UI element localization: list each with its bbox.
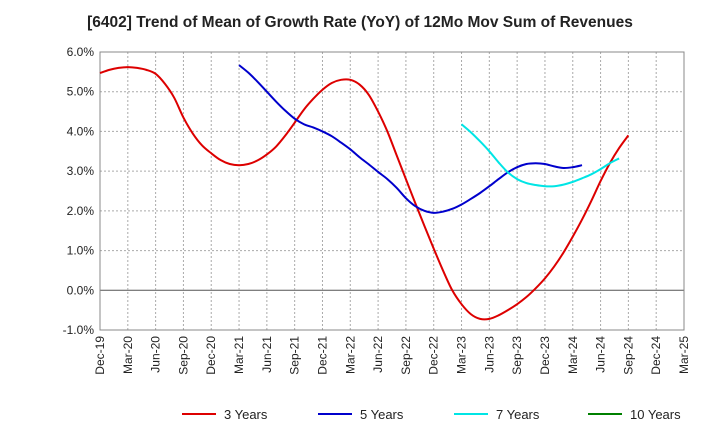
legend-label: 10 Years <box>630 407 681 422</box>
chart-container: [6402] Trend of Mean of Growth Rate (YoY… <box>0 0 720 440</box>
y-tick-label: 6.0% <box>67 45 95 59</box>
x-tick-label: Sep-20 <box>176 336 190 375</box>
series-line-7-years <box>462 124 620 186</box>
x-tick-label: Dec-21 <box>315 336 329 375</box>
series-line-3-years <box>100 67 628 319</box>
x-tick-label: Jun-20 <box>149 336 163 373</box>
x-tick-label: Mar-21 <box>232 336 246 374</box>
x-tick-label: Mar-20 <box>121 336 135 374</box>
x-tick-label: Mar-23 <box>455 336 469 374</box>
x-tick-label: Jun-23 <box>482 336 496 373</box>
legend-label: 7 Years <box>496 407 540 422</box>
x-tick-label: Mar-25 <box>677 336 691 374</box>
x-tick-label: Mar-24 <box>566 336 580 374</box>
y-tick-label: 1.0% <box>67 244 95 258</box>
x-tick-label: Sep-23 <box>510 336 524 375</box>
y-tick-label: 0.0% <box>67 283 95 297</box>
x-tick-label: Sep-22 <box>399 336 413 375</box>
y-tick-label: 5.0% <box>67 85 95 99</box>
line-chart: 6.0% 5.0% 4.0% 3.0% 2.0% 1.0% 0.0% -1.0%Dec-19 M… <box>0 0 720 440</box>
y-tick-label: 2.0% <box>67 204 95 218</box>
x-tick-label: Mar-22 <box>343 336 357 374</box>
x-tick-label: Sep-24 <box>621 336 635 375</box>
x-tick-label: Dec-19 <box>93 336 107 375</box>
y-tick-label: 4.0% <box>67 124 95 138</box>
x-tick-label: Dec-24 <box>649 336 663 375</box>
x-tick-label: Dec-22 <box>427 336 441 375</box>
legend-label: 5 Years <box>360 407 404 422</box>
x-tick-label: Dec-20 <box>204 336 218 375</box>
x-tick-label: Jun-24 <box>594 336 608 373</box>
x-tick-label: Jun-21 <box>260 336 274 373</box>
y-tick-label: 3.0% <box>67 164 95 178</box>
x-tick-label: Sep-21 <box>288 336 302 375</box>
legend-label: 3 Years <box>224 407 268 422</box>
y-tick-label: -1.0% <box>63 323 95 337</box>
x-tick-label: Dec-23 <box>538 336 552 375</box>
x-tick-label: Jun-22 <box>371 336 385 373</box>
